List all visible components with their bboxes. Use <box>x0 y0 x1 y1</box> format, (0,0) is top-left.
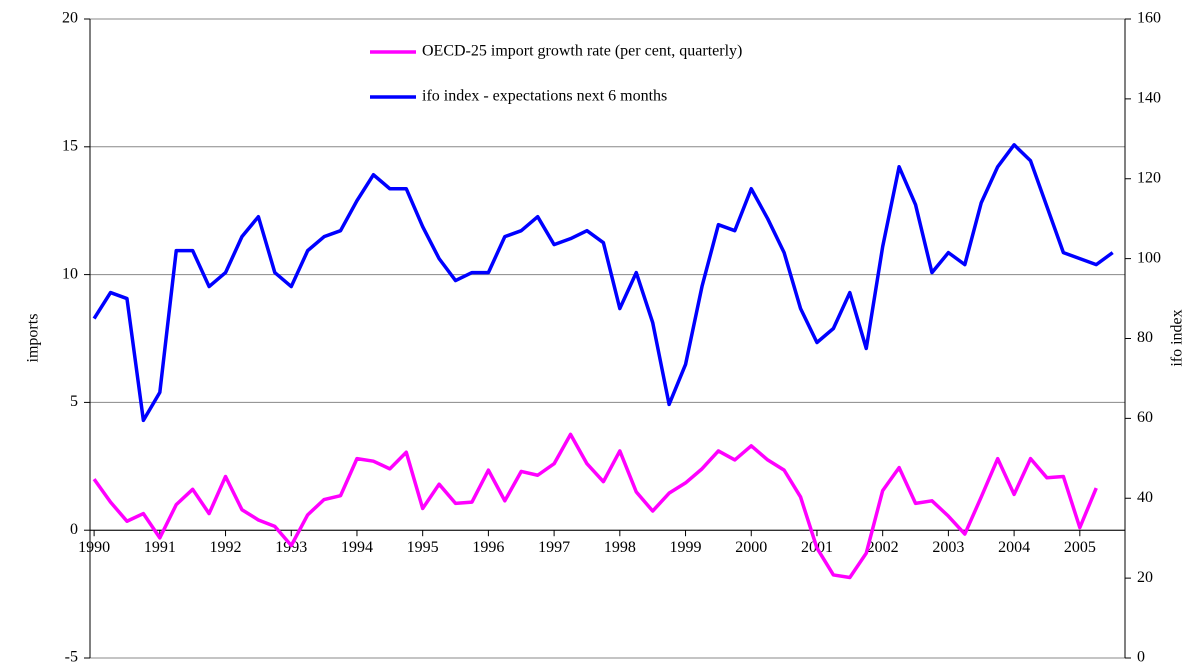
x-tick-label: 1993 <box>275 539 307 556</box>
y-tick-label: 15 <box>62 137 78 154</box>
y2-tick-label: 160 <box>1137 10 1161 27</box>
x-tick-label: 1990 <box>78 539 110 556</box>
y2-tick-label: 140 <box>1137 90 1161 107</box>
y2-tick-label: 80 <box>1137 329 1153 346</box>
legend-label: ifo index - expectations next 6 months <box>422 88 667 105</box>
x-tick-label: 1991 <box>144 539 176 556</box>
series-line <box>92 432 1098 580</box>
y2-tick-label: 100 <box>1137 249 1161 266</box>
y-tick-label: 20 <box>62 10 78 27</box>
x-tick-label: 1996 <box>472 539 504 556</box>
y2-tick-label: 60 <box>1137 409 1153 426</box>
y2-axis-title: ifo index <box>1169 309 1186 366</box>
y-tick-label: 0 <box>70 521 78 538</box>
y2-tick-label: 120 <box>1137 169 1161 186</box>
x-tick-label: 2002 <box>867 539 899 556</box>
x-tick-label: 1998 <box>604 539 636 556</box>
legend-label: OECD-25 import growth rate (per cent, qu… <box>422 43 742 60</box>
y2-tick-label: 0 <box>1137 649 1145 665</box>
y-tick-label: -5 <box>65 649 78 665</box>
x-tick-label: 2000 <box>735 539 767 556</box>
y2-tick-label: 20 <box>1137 569 1153 586</box>
y-tick-label: 5 <box>70 393 78 410</box>
x-tick-label: 1994 <box>341 539 373 556</box>
y-tick-label: 10 <box>62 265 78 282</box>
series-line <box>92 143 1114 423</box>
y2-tick-label: 40 <box>1137 489 1153 506</box>
x-tick-label: 2004 <box>998 539 1030 556</box>
x-tick-label: 2003 <box>932 539 964 556</box>
y-axis-title: imports <box>25 314 42 363</box>
x-tick-label: 2005 <box>1064 539 1096 556</box>
x-tick-label: 1997 <box>538 539 570 556</box>
x-tick-label: 1992 <box>210 539 242 556</box>
x-tick-label: 1995 <box>407 539 439 556</box>
x-tick-label: 1999 <box>670 539 702 556</box>
